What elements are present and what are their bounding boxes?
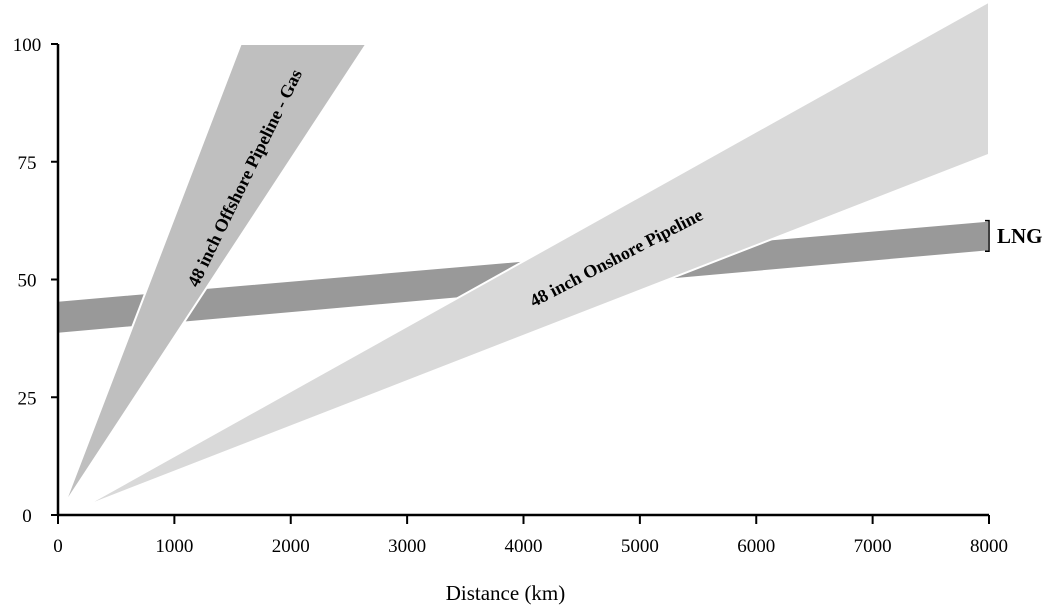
y-tick-label-0: 0: [22, 506, 32, 527]
chart-axes: 0 1000 2000 3000 4000 5000 6000 7000 8000 0 25 50 75…: [13, 35, 1008, 605]
y-tick-label-50: 50: [18, 271, 37, 292]
x-tick-label-4000: 4000: [505, 536, 543, 557]
x-tick-label-1000: 1000: [155, 536, 193, 557]
x-tick-label-2000: 2000: [272, 536, 310, 557]
x-tick-label-6000: 6000: [737, 536, 775, 557]
band-48-inch-onshore-pipeline: [80, 0, 990, 509]
x-tick-label-0: 0: [53, 536, 63, 557]
x-tick-label-3000: 3000: [388, 536, 426, 557]
x-axis-title: Distance (km): [446, 581, 566, 605]
band-label-lng: LNG: [997, 224, 1043, 248]
x-tick-label-8000: 8000: [970, 536, 1008, 557]
y-tick-label-75: 75: [18, 153, 37, 174]
chart-bands: [57, 0, 990, 509]
band-48-inch-offshore-pipeline-gas: [62, 43, 368, 507]
x-tick-label-7000: 7000: [854, 536, 892, 557]
y-tick-label-25: 25: [18, 388, 37, 409]
y-tick-label-100: 100: [13, 35, 42, 56]
x-tick-label-5000: 5000: [621, 536, 659, 557]
lng-bracket: [985, 219, 990, 252]
